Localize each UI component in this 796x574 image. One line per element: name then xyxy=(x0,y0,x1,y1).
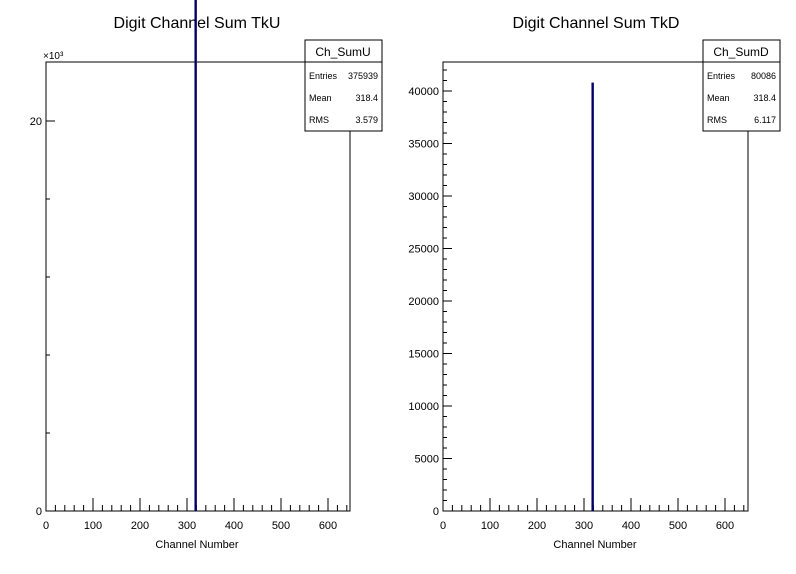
stats-label-entries: Entries xyxy=(707,71,736,81)
x-tick-label: 600 xyxy=(319,520,337,532)
stats-box-frame xyxy=(702,39,781,132)
y-tick-label: 20000 xyxy=(408,296,439,308)
x-tick-label: 200 xyxy=(528,520,546,532)
stats-value-rms: 3.579 xyxy=(355,115,378,125)
x-tick-label: 100 xyxy=(84,520,102,532)
chart-title: Digit Channel Sum TkU xyxy=(114,15,281,32)
histogram-bar xyxy=(591,82,594,511)
x-tick-label: 300 xyxy=(575,520,593,532)
stats-value-entries: 80086 xyxy=(751,71,776,81)
stats-box: Ch_SumU Entries 375939 Mean 318.4 RMS 3.… xyxy=(304,39,383,132)
stats-label-mean: Mean xyxy=(309,93,332,103)
histogram-bar xyxy=(194,0,197,511)
y-tick-label: 15000 xyxy=(408,349,439,361)
y-tick-label: 20 xyxy=(30,116,42,128)
stats-box-title: Ch_SumD xyxy=(713,45,769,59)
x-tick-label: 600 xyxy=(716,520,734,532)
y-multiplier-label: ×10³ xyxy=(43,51,64,62)
stats-box-frame xyxy=(304,39,383,132)
stats-value-rms: 6.117 xyxy=(754,115,776,125)
histogram-marks xyxy=(591,82,594,511)
y-axis: 020406080100120140160180200220 xyxy=(30,116,55,518)
y-axis: 0 5000 10000 15000 20000 25000 30000 35000 40000 xyxy=(408,69,452,518)
y-tick-label: 25000 xyxy=(408,244,439,256)
stats-label-rms: RMS xyxy=(707,115,727,125)
chart-title: Digit Channel Sum TkD xyxy=(513,15,680,32)
x-tick-label: 400 xyxy=(225,520,243,532)
x-axis: 0 100 200 300 400 500 600 xyxy=(440,498,745,532)
x-tick-label: 500 xyxy=(669,520,687,532)
plot-frame xyxy=(45,61,351,512)
x-tick-label: 0 xyxy=(43,520,49,532)
y-tick-label: 0 xyxy=(433,506,439,518)
histogram-marks xyxy=(194,0,197,511)
chart-right: Digit Channel Sum TkD 050001000015000200… xyxy=(408,15,781,551)
y-tick-label: 40000 xyxy=(408,86,439,98)
y-tick-label: 10000 xyxy=(408,401,439,413)
stats-value-mean: 318.4 xyxy=(355,93,378,103)
y-tick-label: 35000 xyxy=(408,139,439,151)
x-tick-label: 200 xyxy=(131,520,149,532)
stats-label-rms: RMS xyxy=(309,115,329,125)
x-tick-label: 300 xyxy=(178,520,196,532)
x-axis-label: Channel Number xyxy=(553,539,636,551)
chart-left: Digit Channel Sum TkU 020406080100120140… xyxy=(30,0,383,551)
stats-value-mean: 318.4 xyxy=(753,93,776,103)
x-tick-label: 0 xyxy=(440,520,446,532)
stats-label-entries: Entries xyxy=(309,71,338,81)
stats-label-mean: Mean xyxy=(707,93,730,103)
plot-frame xyxy=(442,61,749,512)
stats-value-entries: 375939 xyxy=(348,71,378,81)
y-tick-label: 0 xyxy=(36,506,42,518)
x-tick-label: 500 xyxy=(272,520,290,532)
y-tick-label: 30000 xyxy=(408,191,439,203)
y-tick-label: 5000 xyxy=(415,454,439,466)
stats-box-title: Ch_SumU xyxy=(315,45,370,59)
x-axis-label: Channel Number xyxy=(155,539,238,551)
stats-box: Ch_SumD Entries 80086 Mean 318.4 RMS 6.1… xyxy=(702,39,781,132)
x-tick-label: 100 xyxy=(481,520,499,532)
x-tick-label: 400 xyxy=(622,520,640,532)
